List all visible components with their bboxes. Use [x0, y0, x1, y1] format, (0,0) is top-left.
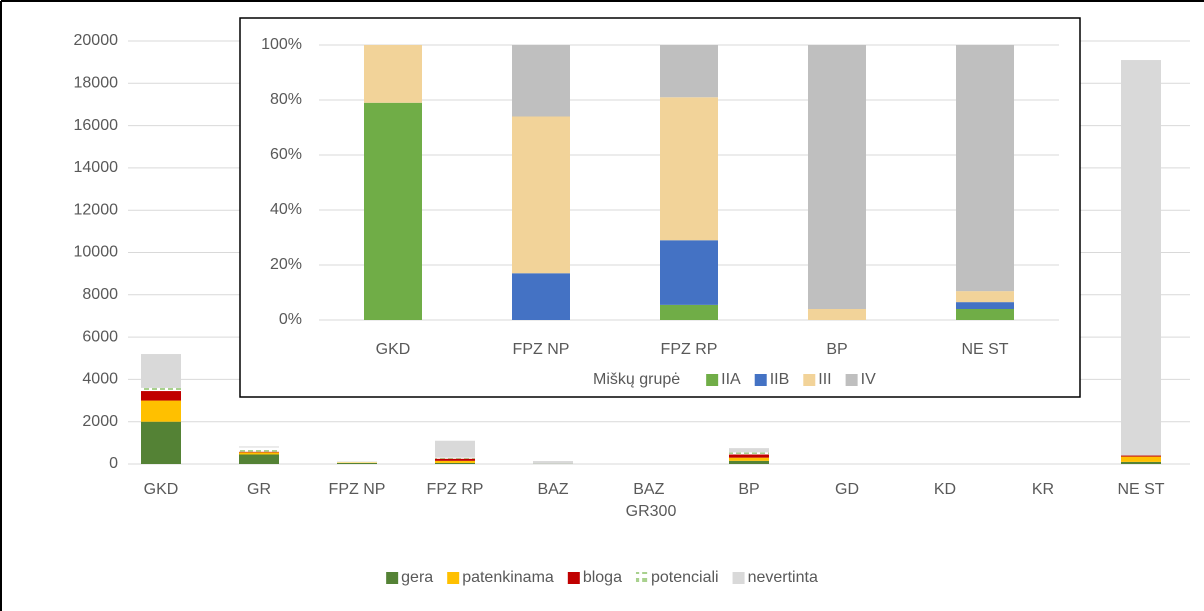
y-tick-label: 40% — [270, 201, 302, 218]
y-tick-label: 4000 — [82, 371, 118, 388]
bar-segment — [1121, 455, 1161, 457]
bar-segment — [239, 451, 279, 453]
x-tick-label: BAZ GR300 — [626, 481, 677, 520]
x-tick-label: NE ST — [961, 341, 1008, 358]
x-tick-label: KD — [934, 481, 956, 498]
y-tick-label: 80% — [270, 91, 302, 108]
legend-swatch — [803, 374, 816, 386]
bar-segment — [141, 400, 181, 422]
x-tick-label-line: BAZ — [633, 481, 669, 498]
bar-segment — [1121, 456, 1161, 462]
bar-segment — [729, 460, 769, 464]
x-tick-label: FPZ NP — [329, 481, 386, 498]
y-tick-label: 12000 — [74, 201, 119, 218]
y-tick-label: 60% — [270, 146, 302, 163]
legend-label: nevertinta — [748, 569, 818, 586]
bar-segment — [337, 462, 377, 464]
x-tick-label: NE ST — [1117, 481, 1164, 498]
legend-label: bloga — [583, 569, 622, 586]
bar-segment — [660, 240, 718, 305]
y-tick-label: 100% — [261, 36, 302, 53]
bar-segment — [729, 454, 769, 458]
bar-segment — [660, 97, 718, 241]
y-tick-label: 14000 — [74, 159, 119, 176]
bar-segment — [956, 291, 1014, 303]
legend-label: IV — [861, 371, 876, 388]
legend-label: IIA — [721, 371, 741, 388]
legend-swatch — [386, 572, 399, 584]
bar-segment — [141, 387, 181, 392]
bar-segment — [729, 457, 769, 461]
bar-segment — [533, 461, 573, 464]
bar-segment — [1121, 60, 1161, 456]
x-tick-label: FPZ RP — [427, 481, 484, 498]
legend-label: IIB — [770, 371, 790, 388]
bar-segment — [364, 45, 422, 103]
legend-label: patenkinama — [462, 569, 554, 586]
bar-segment — [435, 457, 475, 459]
x-tick-label-line: GR300 — [626, 503, 677, 520]
bar-segment — [1121, 461, 1161, 464]
x-tick-label: FPZ NP — [513, 341, 570, 358]
x-tick-label: GR — [247, 481, 271, 498]
y-tick-label: 20000 — [74, 32, 119, 49]
legend-swatch — [845, 374, 858, 386]
bar-segment — [956, 45, 1014, 292]
legend-label: III — [818, 371, 831, 388]
bar-segment — [337, 461, 377, 463]
bar-segment — [435, 458, 475, 461]
bar-segment — [660, 304, 718, 320]
bar-segment — [141, 354, 181, 388]
bar-segment — [808, 45, 866, 309]
bar-segment — [729, 452, 769, 455]
bar-segment — [435, 440, 475, 458]
bar-segment — [239, 446, 279, 448]
bar-segment — [141, 391, 181, 401]
legend-swatch — [732, 572, 745, 584]
x-tick-label: BAZ — [537, 481, 568, 498]
bar-segment — [512, 116, 570, 274]
bar-segment — [660, 45, 718, 98]
bar-segment — [141, 421, 181, 464]
bar-segment — [808, 309, 866, 320]
x-tick-label: BP — [826, 341, 847, 358]
bar-segment — [239, 452, 279, 455]
y-tick-label: 0 — [109, 455, 118, 472]
bar-segment — [435, 462, 475, 464]
bar-segment — [956, 309, 1014, 320]
x-tick-label: KR — [1032, 481, 1054, 498]
legend-swatch — [567, 572, 580, 584]
x-tick-label: GKD — [144, 481, 179, 498]
legend-swatch — [754, 374, 767, 386]
legend-label: potenciali — [651, 569, 719, 586]
x-tick-label: BP — [738, 481, 759, 498]
bar-segment — [435, 460, 475, 463]
y-tick-label: 18000 — [74, 75, 119, 92]
legend: Miškų grupė IIA IIB III IV — [593, 371, 876, 388]
bar-segment — [239, 447, 279, 452]
y-tick-label: 6000 — [82, 328, 118, 345]
y-tick-label: 16000 — [74, 117, 119, 134]
y-tick-label: 2000 — [82, 413, 118, 430]
bar-segment — [512, 273, 570, 320]
bar-segment — [956, 302, 1014, 309]
legend-label: gera — [401, 569, 433, 586]
y-tick-label: 10000 — [74, 244, 119, 261]
bar-segment — [512, 45, 570, 117]
y-tick-label: 8000 — [82, 286, 118, 303]
bar-segment — [239, 454, 279, 464]
legend-title: Miškų grupė — [593, 371, 680, 388]
y-tick-label: 20% — [270, 256, 302, 273]
x-tick-label: GD — [835, 481, 859, 498]
legend-swatch — [635, 572, 648, 584]
legend-swatch — [706, 374, 719, 386]
x-tick-label: GKD — [376, 341, 411, 358]
legend: gera patenkinama bloga potenciali nevertinta — [386, 569, 818, 586]
x-tick-label: FPZ RP — [661, 341, 718, 358]
bar-segment — [364, 102, 422, 320]
legend-swatch — [447, 572, 460, 584]
bar-segment — [729, 448, 769, 453]
y-tick-label: 0% — [279, 311, 302, 328]
